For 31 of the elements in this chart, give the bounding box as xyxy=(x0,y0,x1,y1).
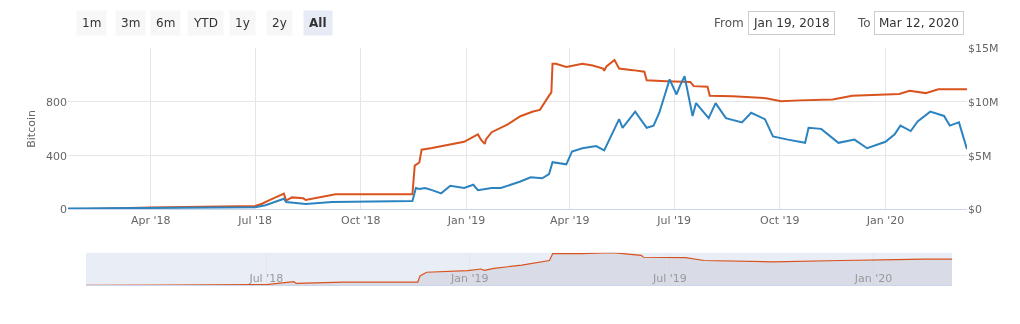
x-tick-label: Apr '19 xyxy=(549,213,590,227)
text: YTD xyxy=(193,16,218,30)
x-tick-label: Jan '20 xyxy=(853,272,893,286)
y2-tick-label: $10M xyxy=(968,95,999,109)
text: 2y xyxy=(272,16,287,30)
x-tick-label: Jan '19 xyxy=(446,213,486,227)
text: From xyxy=(714,16,744,30)
text: 6m xyxy=(156,16,176,30)
x-tick-label: Jan '19 xyxy=(450,272,489,286)
x-tick-label: Jul '19 xyxy=(652,272,687,286)
text: All xyxy=(309,16,327,30)
x-tick-label: Oct '19 xyxy=(760,213,800,227)
y2-tick-label: $15M xyxy=(968,42,999,56)
x-tick-label: Jul '18 xyxy=(237,213,273,227)
text: 1y xyxy=(235,16,250,30)
text: To xyxy=(857,16,871,30)
y-tick-label: 400 xyxy=(46,149,67,163)
text: 1m xyxy=(82,16,102,30)
y2-tick-label: $5M xyxy=(968,149,992,163)
y-tick-label: 0 xyxy=(60,203,67,217)
y2-tick-label: $0 xyxy=(968,203,982,217)
x-tick-label: Jul '19 xyxy=(656,213,692,227)
x-tick-label: Apr '18 xyxy=(130,213,171,227)
text: 3m xyxy=(121,16,141,30)
text: Mar 12, 2020 xyxy=(879,16,959,30)
text: Jan 19, 2018 xyxy=(753,16,830,30)
y-tick-label: 800 xyxy=(46,95,67,109)
x-tick-label: Jul '18 xyxy=(248,272,284,286)
x-tick-label: Jan '20 xyxy=(865,213,905,227)
y-axis-title: Bitcoin xyxy=(24,109,38,148)
x-tick-label: Oct '18 xyxy=(341,213,381,227)
